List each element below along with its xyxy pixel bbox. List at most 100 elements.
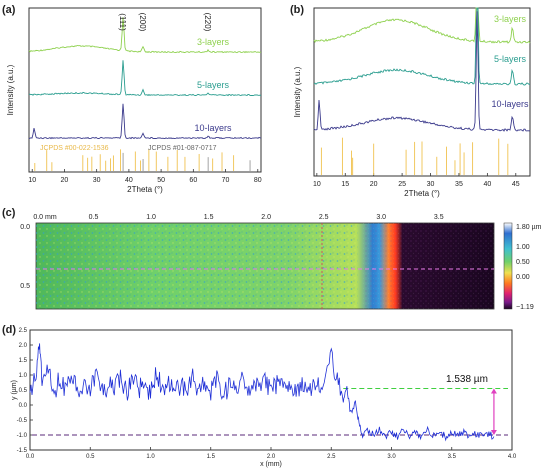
- panel-b-xtick-label-5: 35: [455, 181, 463, 188]
- panel-c-xticks: 0.0 mm 0.5 1.0 1.5 2.0 2.5 3.0 3.5: [33, 214, 443, 221]
- panel-a-reference-lines: [34, 149, 251, 171]
- step-height-label: 1.538 µm: [446, 374, 488, 385]
- panel-a-series-line-0: [28, 17, 262, 54]
- step-height-arrow-head-top: [490, 388, 497, 394]
- panel-a-xtick-label-7: 80: [254, 177, 262, 184]
- panel-d-ytick-label-7: 2.0: [19, 343, 28, 349]
- panel-d-xtick-label-5: 2.5: [327, 454, 336, 460]
- panel-d-ytick-label-2: -0.5: [17, 418, 28, 424]
- panel-a-series: [28, 17, 262, 140]
- panel-a-xticks: 10 20 30 40 50 60 70 80: [28, 169, 262, 184]
- panel-d-xtick-label-4: 2.0: [267, 454, 276, 460]
- panel-d-ylabel: y (µm): [11, 380, 18, 400]
- panel-d-yticks: -1.5 -1.0 -0.5 0.0 0.5 1.0 1.5 2.0 2.5: [17, 328, 33, 454]
- panel-c-xtick-label-1: 0.5: [89, 214, 99, 221]
- panel-a-ylabel: Intensity (a.u.): [6, 64, 15, 115]
- panel-b-series: [313, 7, 531, 132]
- panel-b-legend-3-layers: 3-layers: [494, 14, 527, 24]
- panel-c-xtick-label-7: 3.5: [434, 214, 444, 221]
- panel-b-series-line-0: [313, 7, 531, 44]
- panel-b-xtick-label-3: 25: [398, 181, 406, 188]
- panel-b-frame: [313, 7, 531, 177]
- panel-d-ytick-label-1: -1.0: [17, 433, 28, 439]
- panel-a-label: (a): [2, 4, 16, 16]
- panel-a-xtick-label-0: 10: [28, 177, 36, 184]
- panel-d-xlabel: x (mm): [260, 461, 282, 468]
- colorbar: [503, 222, 513, 310]
- panel-b-xtick-label-2: 20: [370, 181, 378, 188]
- panel-c-xtick-label-6: 3.0: [376, 214, 386, 221]
- panel-d-xtick-label-8: 4.0: [508, 454, 517, 460]
- panel-a-legend-10-layers: 10-layers: [194, 123, 232, 133]
- colorbar-label-1: 1.00: [516, 244, 530, 251]
- panel-d-ytick-label-5: 1.0: [19, 373, 28, 379]
- panel-d-label: (d): [2, 324, 16, 336]
- panel-d-xticks: 0.0 0.5 1.0 1.5 2.0 2.5 3.0 3.5 4.0: [26, 447, 517, 460]
- panel-b-series-line-2: [313, 11, 531, 132]
- panel-d-xtick-label-0: 0.0: [26, 454, 35, 460]
- panel-b-xticks: 10 15 20 25 30 35 40 45: [313, 173, 520, 188]
- panel-c-xtick-label-3: 1.5: [204, 214, 214, 221]
- panel-d-ytick-label-8: 2.5: [19, 328, 28, 334]
- panel-b-xlabel: 2Theta (°): [404, 189, 440, 198]
- panel-a-xtick-label-4: 50: [157, 177, 165, 184]
- panel-a-xtick-label-5: 60: [189, 177, 197, 184]
- panel-b-label: (b): [290, 4, 304, 16]
- panel-a-xtick-label-2: 30: [93, 177, 101, 184]
- panel-b-xtick-label-1: 15: [341, 181, 349, 188]
- panel-a-series-line-2: [28, 103, 262, 140]
- height-map-texture: [36, 223, 358, 309]
- panel-d-xtick-label-2: 1.0: [146, 454, 155, 460]
- colorbar-label-min: −1.19: [516, 304, 534, 311]
- panel-a-ref-label-jcpds-1: JCPDS #00-022-1536: [40, 145, 109, 152]
- panel-d-xtick-label-7: 3.5: [448, 454, 457, 460]
- height-map-texture-substrate: [362, 223, 494, 309]
- panel-b-legend-10-layers: 10-layers: [491, 99, 529, 109]
- colorbar-label-05: 0.50: [516, 259, 530, 266]
- panel-a-xlabel: 2Theta (°): [127, 185, 163, 194]
- panel-a-ref-label-jcpds-2: JCPDS #01-087-0717: [148, 145, 217, 152]
- panel-d-xtick-label-6: 3.0: [387, 454, 396, 460]
- panel-c-ytick-0: 0.0: [20, 224, 30, 231]
- panel-b-legend-5-layers: 5-layers: [494, 54, 527, 64]
- panel-b-reference-lines: [320, 137, 509, 175]
- panel-c-xtick-label-4: 2.0: [261, 214, 271, 221]
- panel-b-xtick-label-0: 10: [313, 181, 321, 188]
- panel-a-legend-5-layers: 5-layers: [197, 80, 230, 90]
- panel-c-xtick-label-0: 0.0 mm: [33, 214, 57, 221]
- panel-a-xtick-label-6: 70: [222, 177, 230, 184]
- panel-a-peak-label-2: (220): [203, 13, 212, 32]
- panel-b: (b) Intensity (a.u.) 2Theta (°) 10 15 20 25…: [290, 4, 531, 198]
- panel-c-ytick-1: 0.5: [20, 283, 30, 290]
- panel-a-series-line-1: [28, 60, 262, 97]
- panel-c-label: (c): [2, 207, 16, 219]
- panel-a-xtick-label-1: 20: [61, 177, 69, 184]
- panel-a-frame: [28, 7, 262, 173]
- panel-c-xtick-label-5: 2.5: [319, 214, 329, 221]
- panel-a-xtick-label-3: 40: [125, 177, 133, 184]
- panel-d-ytick-label-0: -1.5: [17, 448, 28, 454]
- panel-a-peak-labels: (111) (200) (220): [118, 13, 212, 32]
- panel-a: (a) Intensity (a.u.) 2Theta (°) 10 20 30 40…: [2, 4, 262, 194]
- panel-b-xtick-label-4: 30: [427, 181, 435, 188]
- panel-a-legend-3-layers: 3-layers: [197, 37, 230, 47]
- panel-d: (d) y (µm) x (mm) 0.0 0.5 1.0 1.5 2.0 2.5 3.0 3…: [2, 324, 517, 468]
- step-height-arrow-head-bottom: [490, 430, 497, 435]
- panel-d-ytick-label-6: 1.5: [19, 358, 28, 364]
- panel-d-ytick-label-3: 0.0: [19, 403, 28, 409]
- height-profile-line: [29, 343, 495, 442]
- step-height-arrow: [490, 388, 497, 435]
- colorbar-label-0: 0.00: [516, 274, 530, 281]
- panel-d-ytick-label-4: 0.5: [19, 388, 28, 394]
- panel-b-xtick-label-6: 40: [483, 181, 491, 188]
- panel-b-series-line-1: [313, 7, 530, 86]
- panel-a-peak-label-1: (200): [138, 13, 147, 32]
- panel-d-xtick-label-1: 0.5: [86, 454, 95, 460]
- panel-b-xtick-label-7: 45: [512, 181, 520, 188]
- panel-a-peak-label-0: (111): [118, 13, 127, 31]
- panel-c-xtick-label-2: 1.0: [146, 214, 156, 221]
- colorbar-label-max: 1.80 µm: [516, 224, 542, 231]
- panel-b-ylabel: Intensity (a.u.): [293, 66, 302, 117]
- panel-d-xtick-label-3: 1.5: [207, 454, 216, 460]
